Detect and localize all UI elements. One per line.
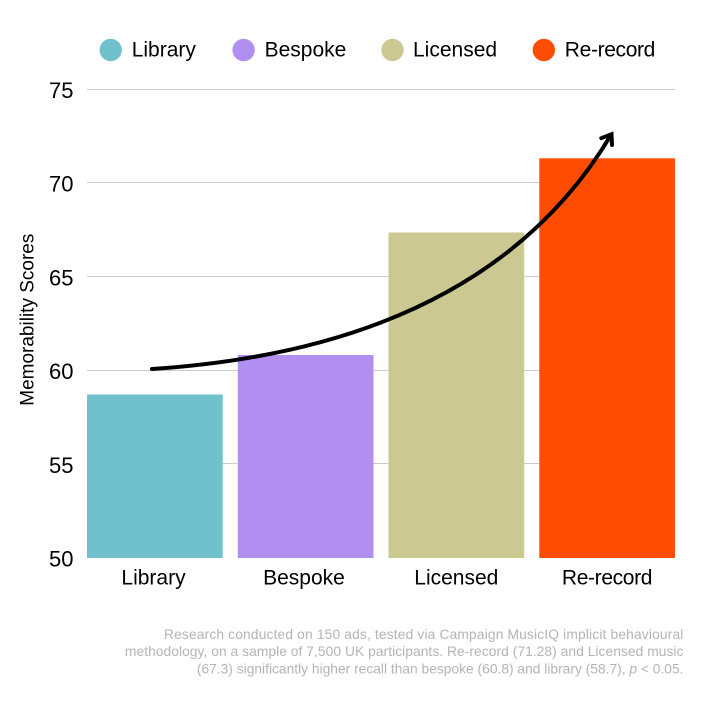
svg-text:Bespoke: Bespoke — [265, 38, 347, 61]
svg-text:Bespoke: Bespoke — [263, 566, 345, 589]
svg-text:Memorability Scores: Memorability Scores — [18, 234, 39, 406]
svg-text:methodology, on a sample of 7,: methodology, on a sample of 7,500 UK par… — [125, 644, 684, 659]
svg-text:70: 70 — [49, 172, 73, 197]
svg-text:60: 60 — [49, 359, 73, 384]
svg-text:(67.3) significantly higher re: (67.3) significantly higher recall than … — [197, 661, 684, 676]
svg-text:55: 55 — [49, 453, 73, 478]
svg-text:65: 65 — [49, 265, 73, 290]
svg-text:50: 50 — [49, 547, 73, 572]
svg-text:75: 75 — [49, 78, 73, 103]
svg-text:Re-record: Re-record — [562, 566, 652, 589]
svg-text:Licensed: Licensed — [414, 566, 498, 589]
svg-text:Re-record: Re-record — [565, 38, 655, 61]
svg-text:Research conducted on 150 ads,: Research conducted on 150 ads, tested vi… — [164, 627, 684, 642]
svg-text:Licensed: Licensed — [413, 38, 497, 61]
svg-text:Library: Library — [132, 38, 197, 61]
svg-text:Library: Library — [121, 566, 186, 589]
